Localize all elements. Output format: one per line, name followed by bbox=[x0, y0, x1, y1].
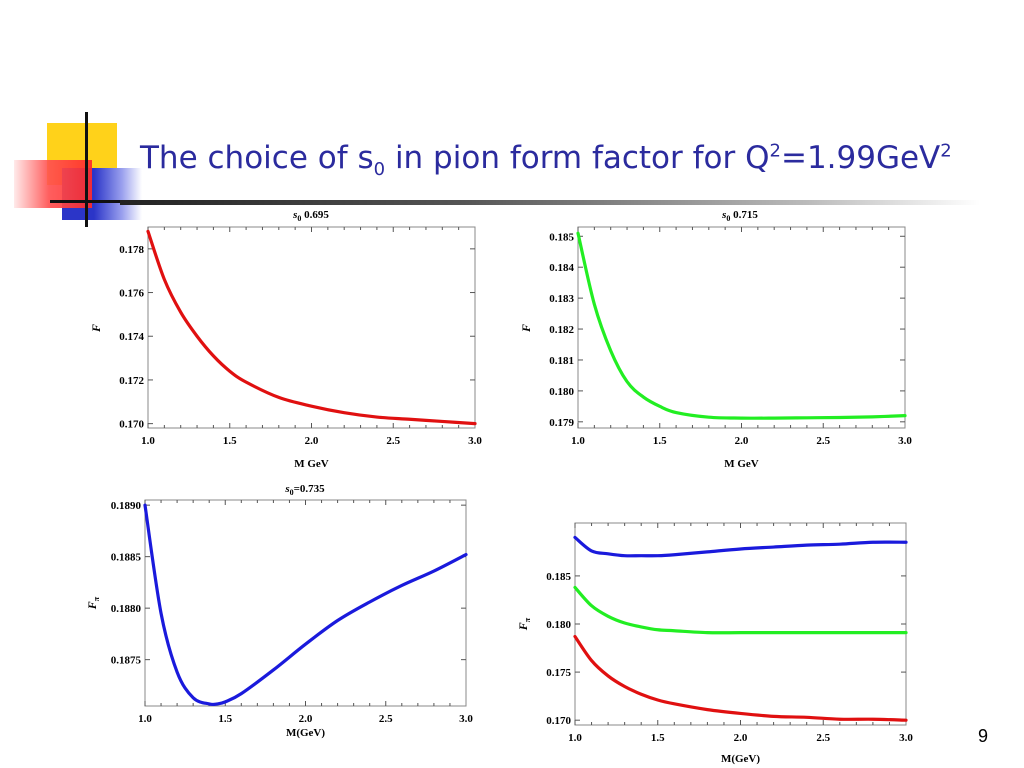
x-tick-label: 2.5 bbox=[816, 732, 830, 744]
x-tick-label: 2.5 bbox=[386, 435, 400, 447]
y-tick-label: 0.170 bbox=[546, 715, 571, 727]
chart-title: s0 0.715 bbox=[721, 209, 758, 223]
series-line bbox=[576, 231, 907, 420]
y-tick-label: 0.170 bbox=[119, 419, 144, 431]
y-tick-label: 0.185 bbox=[549, 231, 574, 243]
x-tick-label: 2.5 bbox=[816, 435, 830, 447]
page-title: The choice of s0 in pion form factor for… bbox=[140, 140, 952, 181]
x-tick-label: 2.0 bbox=[305, 435, 319, 447]
y-tick-label: 0.182 bbox=[549, 324, 574, 336]
y-tick-label: 0.181 bbox=[549, 355, 574, 367]
x-axis-label: M GeV bbox=[724, 458, 759, 470]
x-tick-label: 3.0 bbox=[468, 435, 482, 447]
y-axis-label: Fπ bbox=[516, 617, 532, 631]
x-tick-label: 1.0 bbox=[571, 435, 585, 447]
y-tick-label: 0.185 bbox=[546, 571, 571, 583]
x-tick-label: 2.0 bbox=[735, 435, 749, 447]
x-tick-label: 3.0 bbox=[898, 435, 912, 447]
x-tick-label: 1.0 bbox=[141, 435, 155, 447]
decor-horizontal-line bbox=[50, 200, 130, 203]
y-tick-label: 0.178 bbox=[119, 244, 144, 256]
chart-title: s0 0.695 bbox=[292, 209, 329, 223]
y-tick-label: 0.175 bbox=[546, 667, 571, 679]
y-tick-label: 0.1885 bbox=[111, 552, 142, 564]
y-tick-label: 0.174 bbox=[119, 331, 144, 343]
title-rule bbox=[120, 200, 980, 205]
y-axis-label: F bbox=[89, 324, 103, 333]
x-tick-label: 1.5 bbox=[223, 435, 237, 447]
x-tick-label: 2.0 bbox=[734, 732, 748, 744]
x-tick-label: 2.0 bbox=[299, 713, 313, 725]
y-tick-label: 0.179 bbox=[549, 417, 574, 429]
x-tick-label: 1.5 bbox=[218, 713, 232, 725]
x-axis-label: M(GeV) bbox=[721, 753, 760, 765]
series-line bbox=[573, 634, 908, 722]
series-line bbox=[143, 503, 468, 707]
x-tick-label: 1.5 bbox=[653, 435, 667, 447]
y-tick-label: 0.172 bbox=[119, 375, 144, 387]
y-tick-label: 0.180 bbox=[549, 386, 574, 398]
x-axis-label: M GeV bbox=[294, 458, 329, 470]
y-axis-label: Fπ bbox=[85, 596, 101, 610]
x-tick-label: 1.5 bbox=[651, 732, 665, 744]
series-line bbox=[573, 585, 908, 635]
series-line bbox=[146, 229, 477, 426]
series-line bbox=[573, 535, 908, 558]
y-axis-label: F bbox=[519, 324, 533, 333]
y-tick-label: 0.1880 bbox=[111, 603, 142, 615]
slide-number: 9 bbox=[978, 726, 989, 746]
x-axis-label: M(GeV) bbox=[286, 727, 325, 739]
y-tick-label: 0.183 bbox=[549, 293, 574, 305]
x-tick-label: 2.5 bbox=[379, 713, 393, 725]
x-tick-label: 3.0 bbox=[899, 732, 913, 744]
y-tick-label: 0.1875 bbox=[111, 655, 142, 667]
y-tick-label: 0.184 bbox=[549, 262, 574, 274]
x-tick-label: 3.0 bbox=[459, 713, 473, 725]
y-tick-label: 0.180 bbox=[546, 619, 571, 631]
y-tick-label: 0.176 bbox=[119, 288, 144, 300]
y-tick-label: 0.1890 bbox=[111, 500, 142, 512]
chart-title: s0=0.735 bbox=[284, 483, 325, 497]
x-tick-label: 1.0 bbox=[138, 713, 152, 725]
x-tick-label: 1.0 bbox=[568, 732, 582, 744]
decor-vertical-line bbox=[85, 112, 88, 227]
